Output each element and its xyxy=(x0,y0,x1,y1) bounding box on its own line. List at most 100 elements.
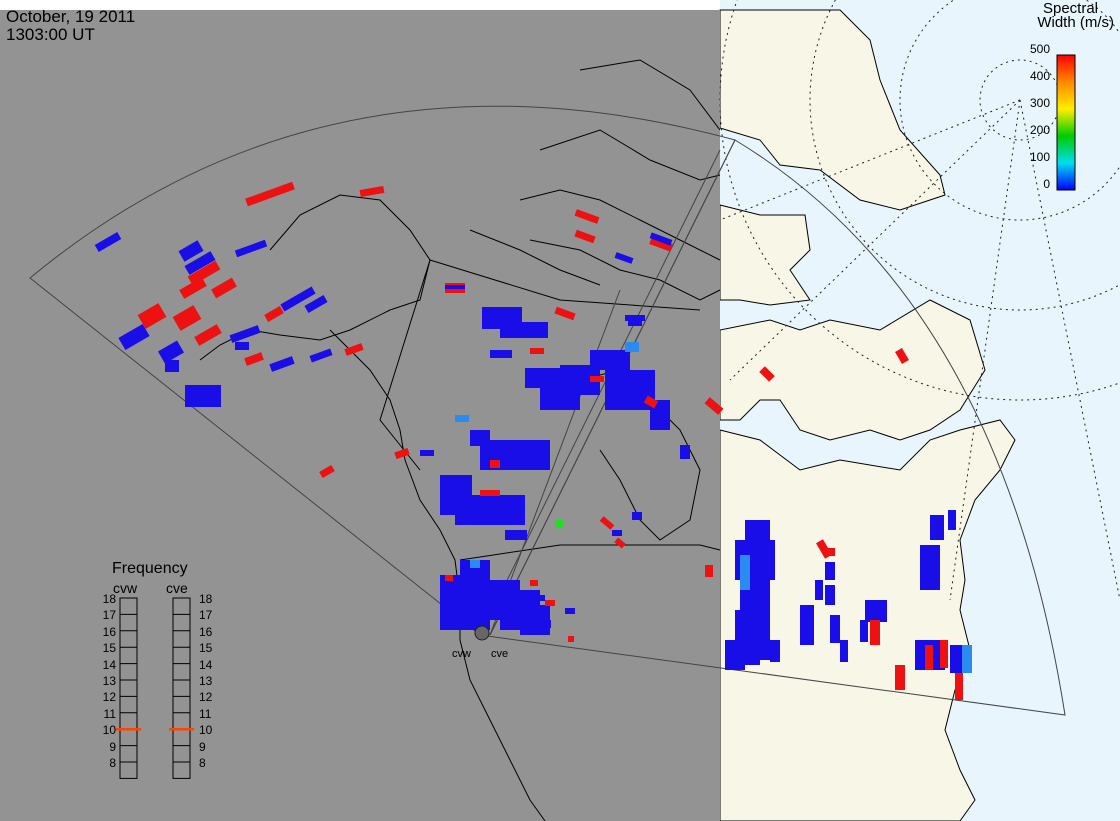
scatter-cell xyxy=(745,520,770,540)
scatter-cell xyxy=(94,232,122,252)
scatter-cell xyxy=(445,575,453,581)
scatter-cell xyxy=(304,295,328,313)
scatter-cell xyxy=(590,350,630,370)
scatter-cell xyxy=(614,252,634,264)
scatter-cell xyxy=(948,510,956,530)
scatter-cell xyxy=(455,415,469,422)
cve-frequency-tick: 18 xyxy=(199,592,213,606)
scatter-cell xyxy=(625,315,645,321)
colorbar-tick-label: 500 xyxy=(1029,42,1050,56)
cve-frequency-tick: 16 xyxy=(199,624,213,639)
scatter-cell xyxy=(612,530,622,536)
colorbar-gradient xyxy=(1056,54,1076,191)
scatter-cell xyxy=(179,277,207,299)
scatter-cell xyxy=(244,352,264,366)
scatter-cell xyxy=(269,356,295,372)
scatter-cell xyxy=(319,464,335,479)
colorbar-tick-label: 0 xyxy=(1043,177,1050,191)
cve-frequency-tick: 11 xyxy=(199,706,212,721)
colorbar-tick-label: 300 xyxy=(1029,96,1050,110)
cvw-fov xyxy=(29,105,736,636)
scatter-cell xyxy=(178,240,204,262)
scatter-cell xyxy=(860,620,868,642)
scatter-cell xyxy=(632,512,642,520)
scatter-cell xyxy=(359,185,385,198)
scatter-cell xyxy=(825,548,835,556)
scatter-cell xyxy=(940,640,948,668)
time-label: 1303:00 UT xyxy=(6,25,95,44)
cvw-frequency-tick: 12 xyxy=(102,690,116,705)
scatter-cell xyxy=(704,397,724,415)
scatter-cell xyxy=(235,342,249,350)
scatter-cell xyxy=(137,303,167,329)
colorbar-title-line1: Spectral xyxy=(1042,0,1098,17)
scatter-cell xyxy=(830,615,840,643)
scatter-cell xyxy=(925,645,933,670)
cvw-frequency-tick: 9 xyxy=(109,739,116,754)
scatter-cell xyxy=(245,181,295,207)
scatter-cell xyxy=(770,640,780,662)
spectral-width-colorbar xyxy=(1056,54,1076,191)
scatter-cell xyxy=(545,600,555,606)
scatter-cell xyxy=(157,340,185,364)
scatter-cell xyxy=(870,620,880,645)
scatter-cell xyxy=(187,260,221,286)
cvw-frequency-tick: 10 xyxy=(102,723,116,738)
colorbar-title-line2: Width (m/s) xyxy=(1037,14,1114,31)
scatter-cell xyxy=(500,322,548,338)
scatter-cell xyxy=(440,575,490,630)
scatter-cell xyxy=(680,445,690,459)
scatter-cell xyxy=(895,347,909,365)
cvw-frequency-tick: 18 xyxy=(102,592,116,606)
scatter-cell xyxy=(574,209,600,224)
scatter-cell xyxy=(530,580,538,586)
scatter-cell xyxy=(505,530,527,540)
date-label: October, 19 2011 xyxy=(6,7,136,26)
cvw-frequency-tick: 14 xyxy=(102,657,116,672)
cve-fov xyxy=(479,139,1066,716)
colorbar-tick-label: 200 xyxy=(1029,123,1050,137)
scatter-cell xyxy=(184,251,216,275)
scatter-cell xyxy=(420,450,434,456)
scatter-cell xyxy=(574,229,596,244)
cve-frequency-tick: 13 xyxy=(199,674,213,688)
scatter-cell xyxy=(480,490,500,496)
cvw-frequency-tick: 8 xyxy=(109,756,116,770)
scatter-cell xyxy=(234,239,268,258)
greenland xyxy=(719,9,946,211)
scatter-cell xyxy=(460,560,490,580)
scatter-cell xyxy=(309,348,333,363)
frequency-cvw-label: cvw xyxy=(113,580,138,596)
scatter-cell xyxy=(865,600,887,622)
scatter-cell xyxy=(280,286,316,312)
scatter-cell xyxy=(815,580,823,600)
scatter-cell xyxy=(555,520,563,528)
scatter-cell xyxy=(394,447,410,460)
scatter-cell xyxy=(625,342,639,352)
cve-frequency-tick: 8 xyxy=(199,756,206,770)
radar-label-cve: cve xyxy=(491,648,509,660)
scatter-cell xyxy=(185,385,221,407)
scatter-cell xyxy=(840,640,848,662)
scatter-cell xyxy=(955,672,963,700)
cve-frequency-tick: 10 xyxy=(199,723,213,738)
scatter-cell xyxy=(500,620,520,630)
scatter-cell xyxy=(229,325,261,343)
cvw-frequency-tick: 13 xyxy=(102,674,116,688)
quebec-labrador xyxy=(719,299,986,441)
cve-frequency-tick: 12 xyxy=(199,690,213,705)
cve-frequency-tick: 17 xyxy=(199,608,213,623)
colorbar-tick-label: 400 xyxy=(1029,69,1050,83)
scatter-cell xyxy=(649,232,673,246)
scatter-cell xyxy=(344,343,364,356)
cvw-frequency-tick: 17 xyxy=(102,608,116,623)
scatter-cell xyxy=(800,605,814,625)
scatter-cell xyxy=(725,640,745,670)
scatter-cell xyxy=(445,285,465,289)
backscatter-cells xyxy=(94,181,972,700)
radar-site-marker xyxy=(474,625,490,641)
scatter-cell xyxy=(455,495,525,525)
baffin-island xyxy=(719,204,811,306)
